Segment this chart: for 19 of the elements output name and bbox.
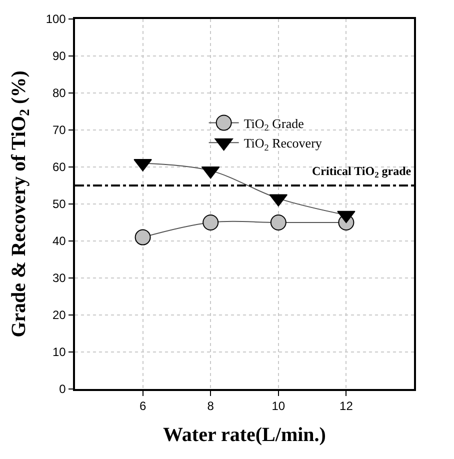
y-tick-label: 60	[52, 160, 66, 174]
y-tick-label: 40	[52, 234, 66, 248]
y-tick-label: 90	[52, 49, 66, 64]
y-tick-label: 20	[52, 308, 66, 322]
y-tick-label: 10	[52, 345, 66, 360]
x-tick-label: 12	[340, 399, 354, 414]
y-tick-label: 30	[52, 271, 66, 286]
legend-label: TiO$_{2}$ Grade	[244, 116, 304, 133]
y-tick-label: 50	[52, 197, 66, 212]
x-tick-label: 10	[272, 399, 286, 414]
y-tick-label: 0	[59, 382, 66, 396]
y-tick-label: 80	[52, 86, 66, 100]
x-tick-label: 6	[139, 399, 146, 414]
x-tick-label: 8	[207, 399, 214, 414]
ref-line-label: Critical TiO$_{2}$ grade	[312, 164, 412, 180]
legend-label: TiO$_{2}$ Recovery	[244, 136, 322, 152]
y-tick-label: 70	[52, 123, 66, 138]
x-axis-title: Water rate(L/min.)	[163, 424, 326, 446]
y-tick-label: 100	[46, 12, 66, 26]
